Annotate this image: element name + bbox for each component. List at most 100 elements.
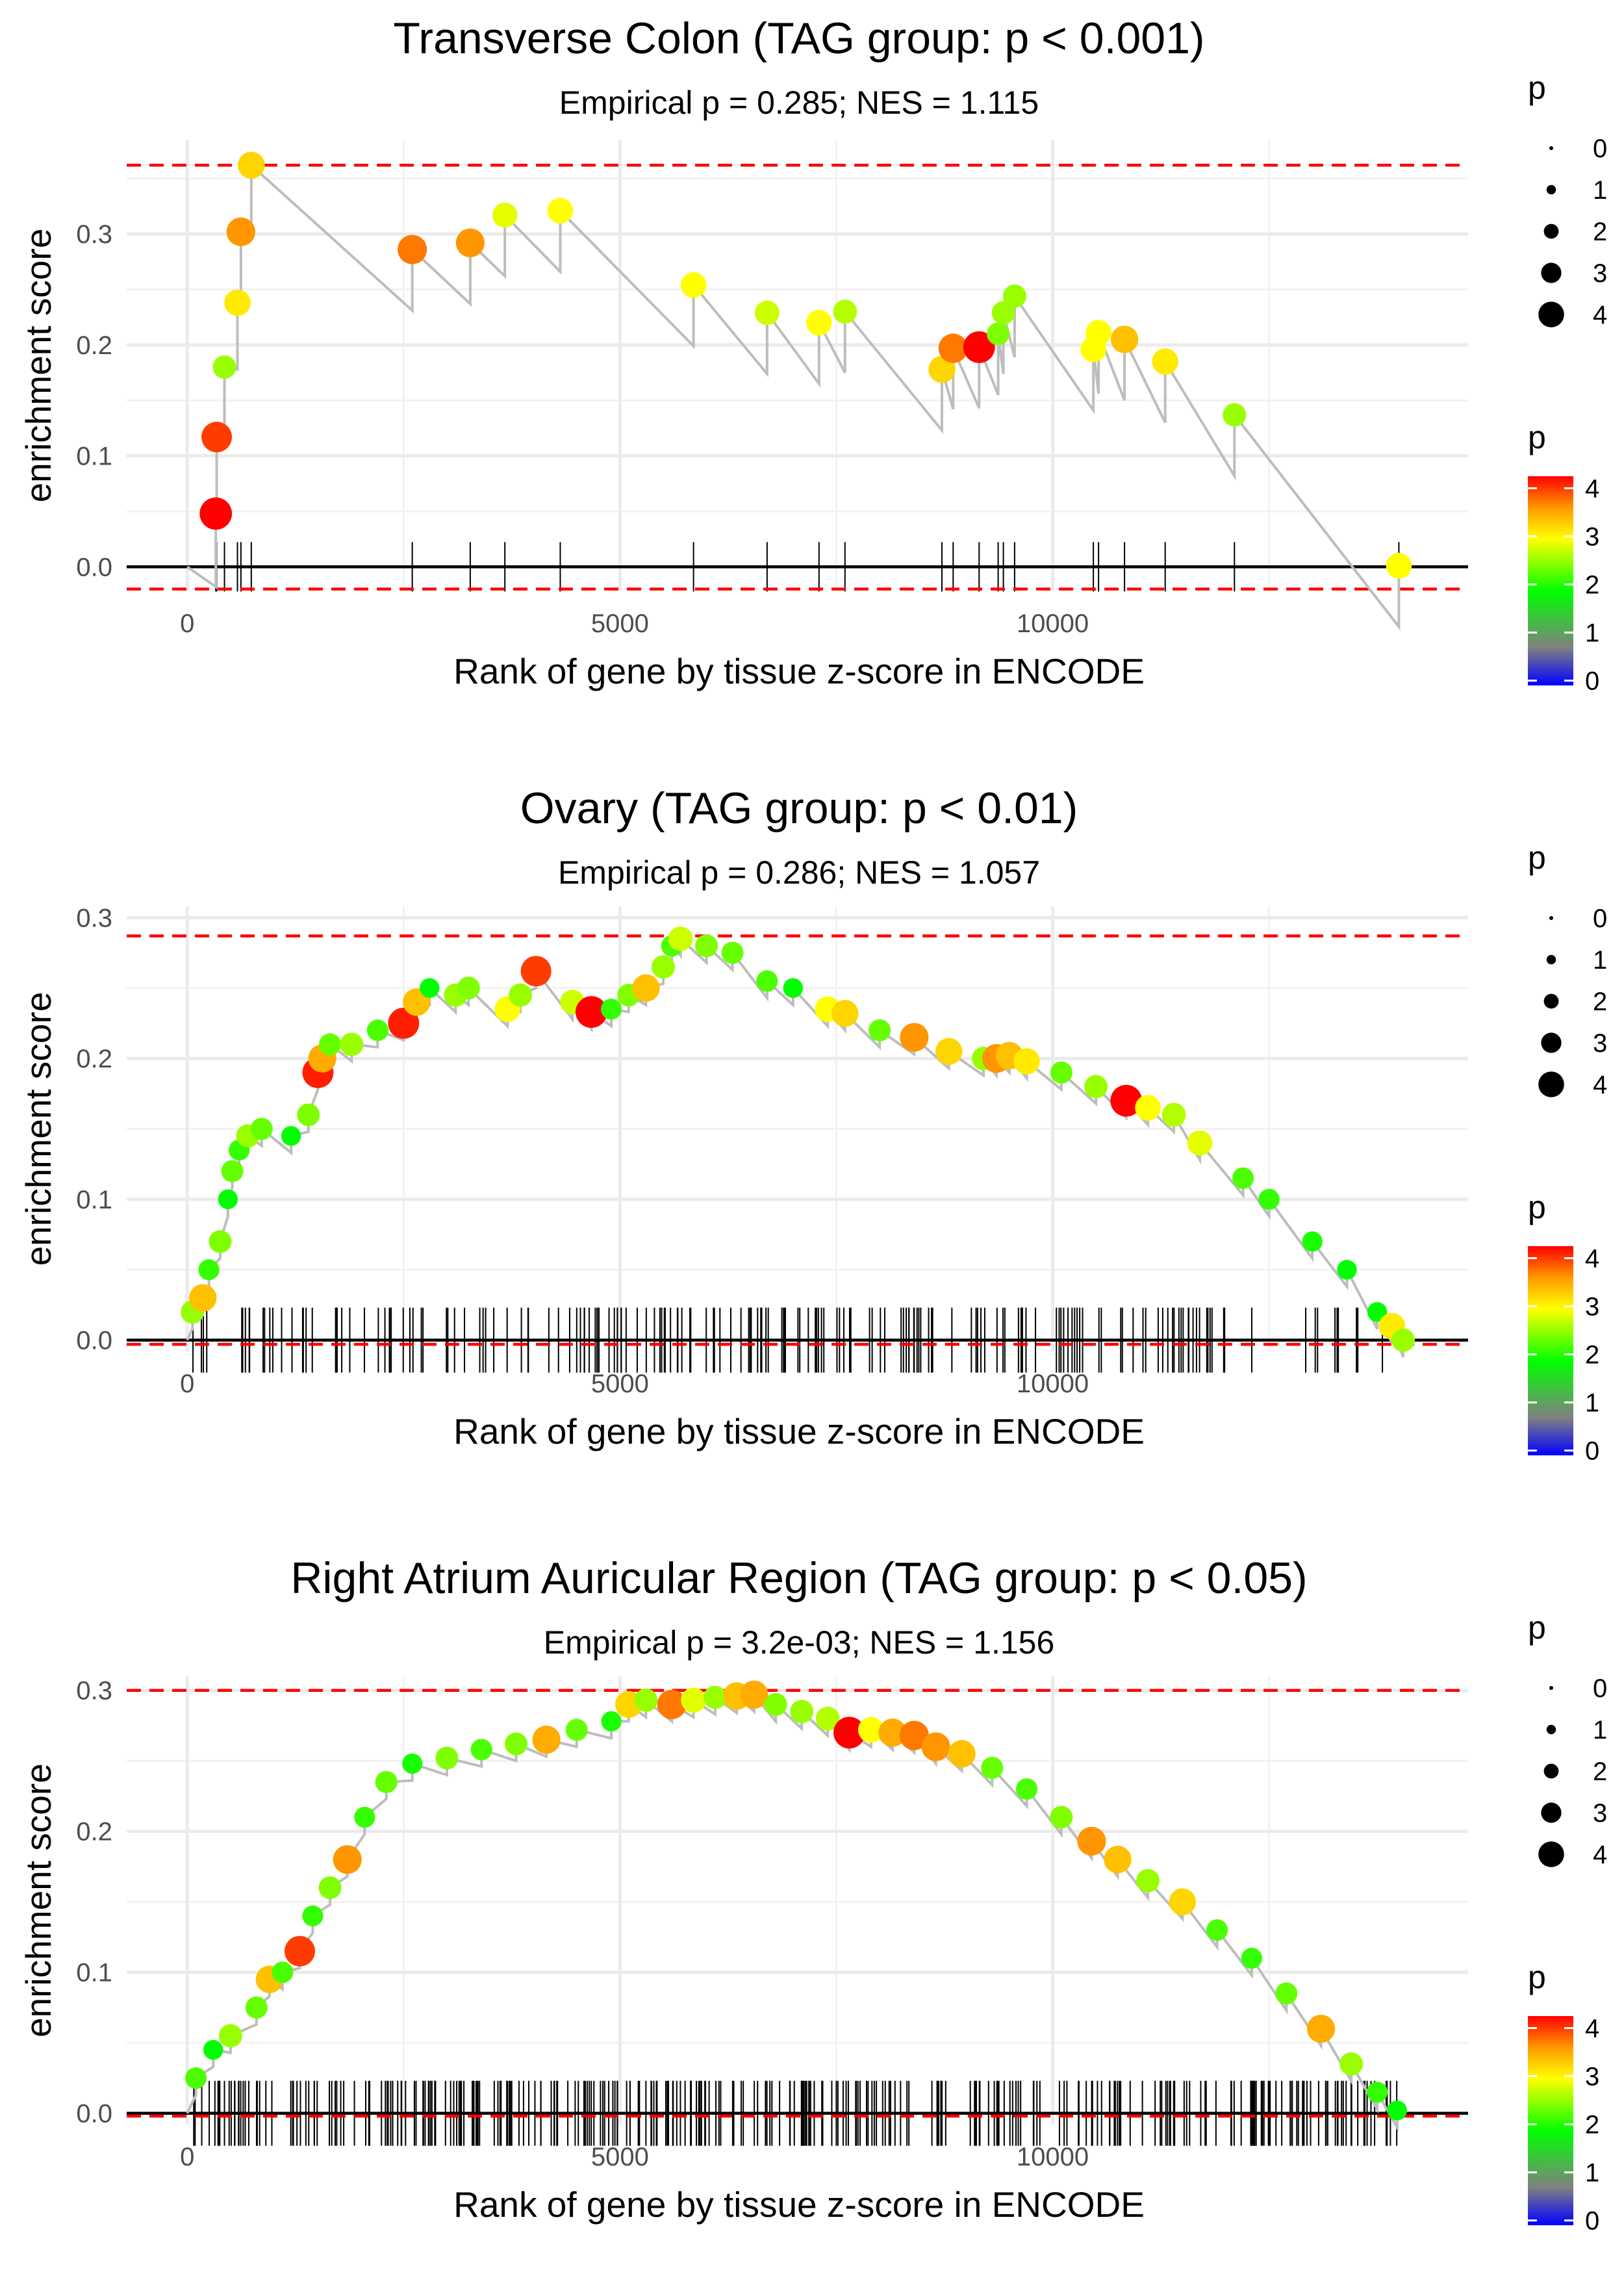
enrichment-point xyxy=(420,978,440,998)
y-tick-label: 0.1 xyxy=(76,1186,112,1214)
size-legend-key xyxy=(1549,1686,1553,1690)
x-tick-label: 10000 xyxy=(1017,2143,1089,2171)
color-legend-label: 1 xyxy=(1585,1389,1599,1418)
enrichment-point xyxy=(1241,1947,1263,1969)
enrichment-point xyxy=(520,956,552,987)
color-legend-title: p xyxy=(1528,419,1546,455)
running-sum-line xyxy=(186,1691,1399,2132)
size-legend-label: 1 xyxy=(1593,1716,1607,1744)
size-legend-title: p xyxy=(1528,839,1546,876)
enrichment-points xyxy=(199,151,1412,579)
chart-subtitle: Empirical p = 0.285; NES = 1.115 xyxy=(559,84,1039,121)
size-legend-key xyxy=(1543,993,1559,1009)
enrichment-point xyxy=(198,1259,220,1281)
enrichment-point xyxy=(435,1746,459,1770)
enrichment-point xyxy=(981,1756,1004,1780)
color-legend-label: 4 xyxy=(1585,475,1599,504)
enrichment-point xyxy=(1110,1084,1143,1117)
enrichment-point xyxy=(1085,320,1111,346)
size-legend-label: 4 xyxy=(1593,301,1607,329)
size-legend-label: 3 xyxy=(1593,259,1607,288)
color-legend: p 4 3 2 1 0 xyxy=(1528,419,1599,696)
enrichment-point xyxy=(1015,1778,1038,1800)
size-legend-key xyxy=(1538,1841,1564,1867)
enrichment-point xyxy=(632,974,660,1002)
x-tick-label: 5000 xyxy=(591,2143,649,2171)
x-axis-label: Rank of gene by tissue z-score in ENCODE xyxy=(453,1411,1145,1451)
size-legend-label: 1 xyxy=(1593,946,1607,975)
enrichment-point xyxy=(250,1118,273,1140)
color-legend-title: p xyxy=(1528,1959,1546,1995)
size-legend-key xyxy=(1541,1802,1562,1823)
enrichment-point xyxy=(505,1732,528,1756)
size-legend: p 0 1 2 3 4 xyxy=(1528,1609,1607,1869)
enrichment-point xyxy=(1152,348,1178,375)
chart-subtitle: Empirical p = 3.2e-03; NES = 1.156 xyxy=(544,1624,1055,1661)
enrichment-point xyxy=(680,272,707,298)
enrichment-point xyxy=(1367,1302,1388,1322)
color-legend-label: 0 xyxy=(1585,667,1599,696)
enrichment-point xyxy=(1169,1888,1197,1915)
enrichment-point xyxy=(857,1717,884,1743)
enrichment-point xyxy=(470,1739,492,1761)
color-legend-label: 4 xyxy=(1585,2015,1599,2043)
enrichment-point xyxy=(815,1706,840,1731)
enrichment-point xyxy=(366,1019,388,1041)
size-legend-key xyxy=(1549,146,1553,150)
enrichment-point xyxy=(1187,1130,1213,1156)
running-sum-line xyxy=(186,936,1405,1358)
enrichment-point xyxy=(189,1284,217,1312)
enrichment-point xyxy=(565,1718,588,1741)
enrichment-point xyxy=(1391,1328,1415,1352)
enrichment-point xyxy=(668,926,693,951)
enrichment-point xyxy=(1275,1982,1298,2005)
size-legend-key xyxy=(1546,185,1556,195)
color-legend: p 4 3 2 1 0 xyxy=(1528,1959,1599,2236)
enrichment-point xyxy=(935,1038,963,1065)
color-legend-label: 3 xyxy=(1585,2063,1599,2091)
color-legend-label: 2 xyxy=(1585,1341,1599,1370)
enrichment-point xyxy=(754,300,780,326)
color-legend-label: 3 xyxy=(1585,1293,1599,1322)
size-legend-label: 2 xyxy=(1593,1757,1607,1786)
enrichment-point xyxy=(388,1007,420,1039)
size-legend-label: 3 xyxy=(1593,1029,1607,1058)
enrichment-point xyxy=(340,1032,364,1056)
enrichment-point xyxy=(740,1680,768,1709)
color-legend-bar xyxy=(1528,1246,1573,1455)
color-legend-label: 1 xyxy=(1585,619,1599,648)
enrichment-point xyxy=(764,1693,787,1716)
size-legend-key xyxy=(1538,1071,1564,1097)
chart-subtitle: Empirical p = 0.286; NES = 1.057 xyxy=(558,854,1040,891)
enrichment-point xyxy=(1050,1061,1072,1084)
enrichment-point xyxy=(547,198,574,224)
y-tick-label: 0.0 xyxy=(76,1327,112,1355)
x-axis-label: Rank of gene by tissue z-score in ENCODE xyxy=(453,2184,1145,2225)
y-tick-label: 0.0 xyxy=(76,553,112,581)
enrichment-point xyxy=(318,1876,342,1899)
gridlines xyxy=(127,1676,1468,2125)
enrichment-point xyxy=(297,1103,320,1127)
size-legend-key xyxy=(1546,954,1556,965)
size-legend-key xyxy=(1541,1032,1562,1053)
x-axis-label: Rank of gene by tissue z-score in ENCODE xyxy=(453,651,1145,691)
enrichment-point xyxy=(302,1905,324,1926)
color-legend-label: 3 xyxy=(1585,523,1599,552)
enrichment-point xyxy=(319,1033,342,1056)
enrichment-point xyxy=(532,1726,561,1754)
enrichment-point xyxy=(1013,1048,1040,1075)
enrichment-point xyxy=(878,1718,907,1747)
size-legend-key xyxy=(1538,301,1564,327)
enrichment-point xyxy=(203,2039,223,2060)
enrichment-point xyxy=(455,228,485,257)
chart-title: Ovary (TAG group: p < 0.01) xyxy=(520,784,1078,833)
size-legend-label: 2 xyxy=(1593,218,1607,246)
enrichment-point xyxy=(209,1230,232,1253)
color-legend: p 4 3 2 1 0 xyxy=(1528,1189,1599,1466)
enrichment-point xyxy=(756,970,778,992)
enrichment-point xyxy=(398,235,427,264)
enrichment-point xyxy=(948,1740,976,1768)
enrichment-point xyxy=(218,2024,242,2048)
y-tick-label: 0.2 xyxy=(76,1818,112,1846)
enrichment-point xyxy=(226,217,255,246)
